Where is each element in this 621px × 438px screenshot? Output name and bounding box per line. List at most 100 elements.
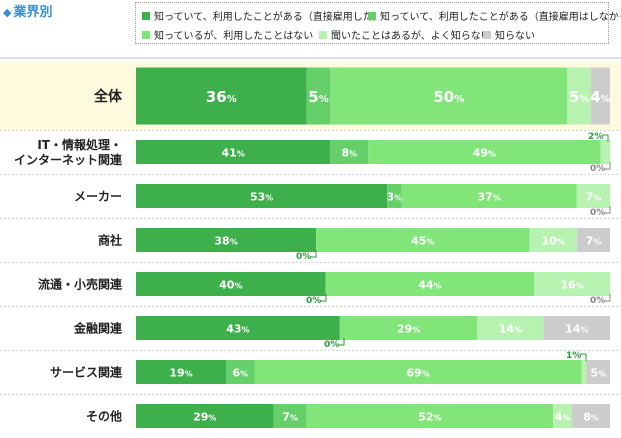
legend: 知っていて、利用したことがある（直接雇用した） 知っていて、利用したことがある（… [135, 2, 621, 44]
section-heading: ◆ 業界別 [3, 1, 52, 20]
bar-segment [136, 140, 331, 164]
bar-segment [387, 184, 402, 208]
legend-swatch [319, 30, 327, 39]
legend-item-known-not-used: 知っているが、利用したことはない [142, 27, 313, 42]
bar-segment [567, 67, 592, 125]
legend-item-unknown: 知らない [483, 27, 535, 42]
callout-leader [320, 294, 327, 302]
category-label: その他 [86, 408, 122, 423]
data-label: 69% [406, 367, 429, 380]
callout-leader [580, 353, 587, 361]
category-label: 流通・小売関連 [38, 276, 123, 291]
data-label: 10% [541, 235, 564, 248]
bar-segment [136, 316, 340, 340]
bar-segment [136, 184, 388, 208]
data-label: 37% [477, 191, 500, 204]
bar-segment [136, 404, 274, 428]
data-label: 44% [418, 279, 441, 292]
data-label: 6% [232, 367, 248, 380]
bar-segment [401, 184, 577, 208]
bar-segment [600, 140, 610, 164]
bar-segment [553, 404, 573, 428]
callout-leader [338, 338, 345, 346]
data-label: 45% [411, 235, 434, 248]
callout-label: 0% [590, 208, 605, 218]
legend-label: 聞いたことはあるが、よく知らない [331, 31, 491, 42]
data-label: 8% [583, 411, 599, 424]
legend-label: 知っていて、利用したことがある（直接雇用はしなかった） [380, 12, 621, 23]
bar-segment [306, 67, 331, 125]
legend-label: 知らない [495, 31, 535, 42]
diamond-icon: ◆ [3, 6, 12, 19]
data-label: 29% [397, 323, 420, 336]
data-label: 5% [308, 88, 328, 106]
bar-segment [325, 272, 535, 296]
data-label: 50% [433, 88, 464, 106]
category-label: IT・情報処理・ [37, 137, 122, 152]
callout-label: 2% [588, 132, 603, 142]
data-label: 14% [499, 323, 522, 336]
bar-segment [543, 316, 610, 340]
callout-leader [310, 250, 317, 258]
bar-segment [576, 184, 610, 208]
bar-segment [330, 140, 369, 164]
data-label: 49% [473, 147, 496, 160]
bar-segment [534, 272, 610, 296]
callout-leader [602, 134, 609, 142]
data-label: 8% [341, 147, 357, 160]
callout-label: 0% [296, 252, 311, 262]
callout-label: 0% [306, 296, 321, 306]
legend-swatch [142, 11, 150, 20]
bar-segment [591, 67, 610, 125]
data-label: 7% [586, 191, 602, 204]
callout-label: 0% [590, 164, 605, 174]
bar-segment [581, 360, 587, 384]
legend-label: 知っているが、利用したことはない [154, 31, 314, 42]
bar-segment [254, 360, 582, 384]
legend-item-direct-hire: 知っていて、利用したことがある（直接雇用した） [142, 8, 383, 23]
bar-segment [368, 140, 601, 164]
data-label: 4% [555, 411, 571, 424]
data-label: 36% [206, 88, 237, 106]
callout-label: 0% [324, 340, 339, 350]
legend-label: 知っていて、利用したことがある（直接雇用した） [154, 12, 383, 23]
bar-segment [330, 67, 568, 125]
bar-segment [226, 360, 255, 384]
bar-segment [316, 228, 530, 252]
callout-leader [604, 162, 611, 170]
data-label: 7% [282, 411, 298, 424]
data-label: 53% [250, 191, 273, 204]
data-label: 5% [590, 367, 606, 380]
callout-leader [604, 294, 611, 302]
callout-label: 1% [566, 351, 581, 361]
category-label: インターネット関連 [14, 152, 123, 167]
legend-item-no-direct-hire: 知っていて、利用したことがある（直接雇用はしなかった） [368, 8, 621, 23]
data-label: 5% [569, 88, 589, 106]
bar-segment [529, 228, 577, 252]
legend-item-heard-of: 聞いたことはあるが、よく知らない [319, 27, 491, 42]
legend-swatch [368, 11, 376, 20]
bar-segment [576, 228, 610, 252]
data-label: 3% [386, 191, 402, 204]
bar-segment [572, 404, 610, 428]
data-label: 14% [565, 323, 588, 336]
legend-swatch [483, 30, 491, 39]
heading-text: 業界別 [13, 5, 53, 20]
category-label: 全体 [93, 88, 123, 105]
bar-segment [136, 272, 326, 296]
bar-segment [477, 316, 544, 340]
category-label: サービス関連 [50, 364, 123, 379]
category-label: 金融関連 [73, 320, 123, 335]
data-label: 40% [219, 279, 242, 292]
data-label: 52% [418, 411, 441, 424]
data-label: 29% [193, 411, 216, 424]
data-label: 7% [586, 235, 602, 248]
bar-segment [136, 67, 307, 125]
data-label: 38% [214, 235, 237, 248]
bar-segment [273, 404, 307, 428]
category-label: メーカー [74, 189, 122, 203]
legend-swatch [142, 30, 150, 39]
callout-leader [604, 206, 611, 214]
bar-segment [136, 228, 317, 252]
